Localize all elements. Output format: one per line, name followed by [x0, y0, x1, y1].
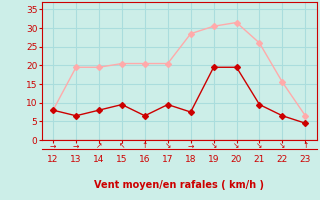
Text: ↘: ↘ — [233, 141, 240, 150]
Text: ↘: ↘ — [164, 141, 171, 150]
X-axis label: Vent moyen/en rafales ( km/h ): Vent moyen/en rafales ( km/h ) — [94, 180, 264, 190]
Text: ↘: ↘ — [256, 141, 263, 150]
Text: →: → — [188, 141, 194, 150]
Text: ↑: ↑ — [142, 141, 148, 150]
Text: ↗: ↗ — [96, 141, 102, 150]
Text: ↘: ↘ — [279, 141, 285, 150]
Text: →: → — [73, 141, 79, 150]
Text: ↑: ↑ — [302, 141, 308, 150]
Text: ↘: ↘ — [211, 141, 217, 150]
Text: ↖: ↖ — [119, 141, 125, 150]
Text: →: → — [50, 141, 56, 150]
